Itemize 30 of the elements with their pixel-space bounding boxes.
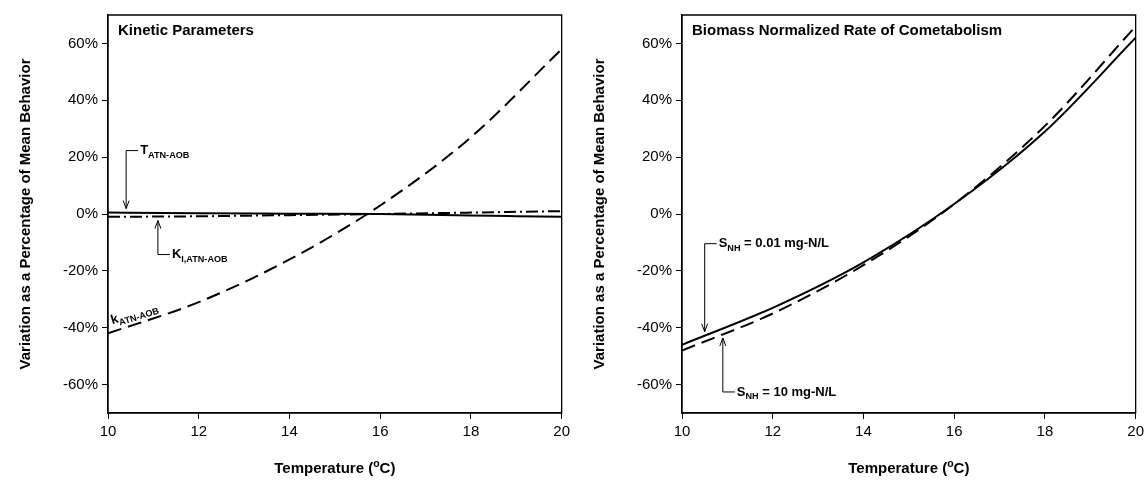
x-tick-label: 18 — [1036, 422, 1054, 440]
x-tick-label: 12 — [764, 422, 782, 440]
y-tick-label: -40% — [62, 317, 98, 335]
x-tick-label: 12 — [190, 422, 208, 440]
y-tick-label: 40% — [641, 90, 672, 108]
y-tick-label: 20% — [67, 147, 98, 165]
y-tick-label: -20% — [636, 261, 672, 278]
x-tick-label: 10 — [673, 422, 691, 440]
x-tick-label: 10 — [99, 422, 117, 440]
y-tick-label: 60% — [641, 33, 672, 51]
y-axis-title: Variation as a Percentage of Mean Behavior — [16, 58, 34, 370]
y-tick-label: -60% — [62, 374, 98, 392]
y-tick-label: -60% — [636, 374, 672, 392]
y-tick-label: 40% — [67, 90, 98, 108]
chart-title: Kinetic Parameters — [118, 21, 254, 39]
x-tick-label: 18 — [462, 422, 480, 440]
x-tick-label: 20 — [553, 422, 570, 440]
y-tick-label: 20% — [641, 147, 672, 165]
y-tick-label: 0% — [76, 204, 98, 222]
x-tick-label: 20 — [1127, 422, 1144, 440]
y-axis-title: Variation as a Percentage of Mean Behavior — [590, 58, 608, 370]
chart-title: Biomass Normalized Rate of Cometabolism — [692, 21, 1003, 39]
x-tick-label: 14 — [281, 422, 298, 440]
y-tick-label: -20% — [62, 261, 98, 278]
x-tick-label: 14 — [855, 422, 872, 440]
x-tick-label: 16 — [945, 422, 963, 440]
x-tick-label: 16 — [371, 422, 389, 440]
y-tick-label: 0% — [650, 204, 672, 222]
y-tick-label: -40% — [636, 317, 672, 335]
y-tick-label: 60% — [67, 33, 98, 51]
